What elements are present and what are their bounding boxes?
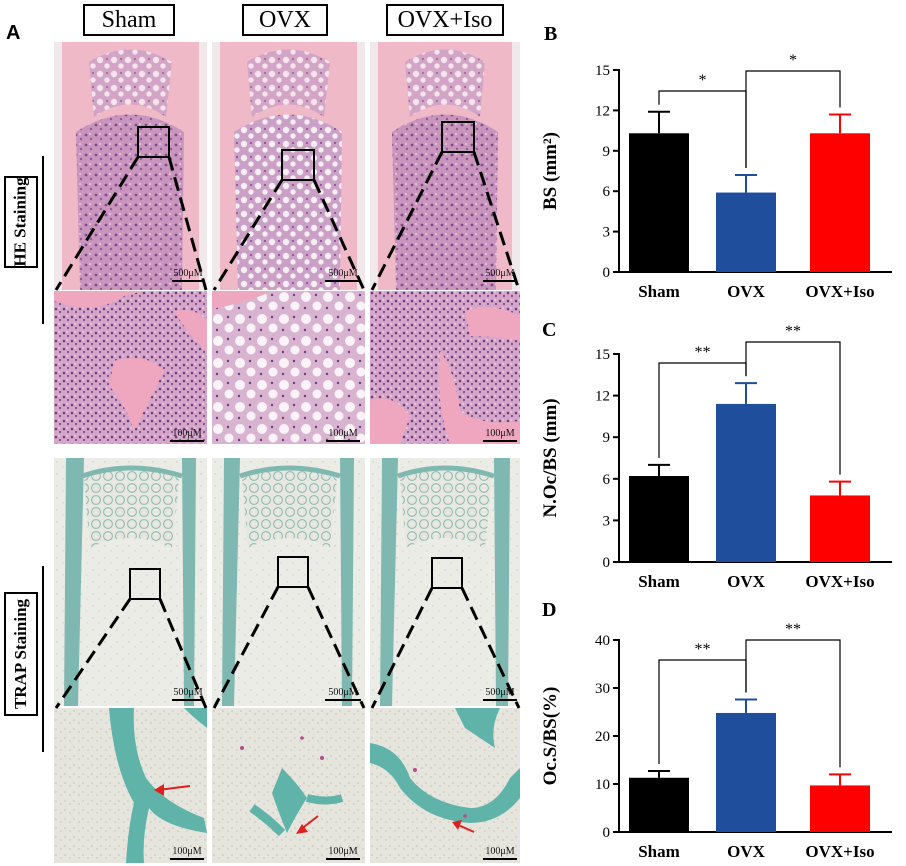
chart-b-ytick-label-5: 15: [595, 63, 610, 79]
chart-c-xlabel-2: OVX+Iso: [805, 572, 874, 591]
chart-b: B BS (mm²) 0 3 6 9 12 15 Sham OVX OVX+Iso * *: [540, 23, 892, 301]
chart-c-ytick-label-0: 0: [603, 555, 611, 571]
chart-b-xlabel-2: OVX+Iso: [805, 282, 874, 301]
chart-d-ytick-label-2: 20: [595, 729, 610, 745]
panel-d-letter: D: [542, 599, 556, 621]
he-zoom-connectors: [54, 151, 521, 291]
trap-staining-label: TRAP Staining: [4, 592, 38, 716]
panel-a-letter: A: [6, 22, 21, 44]
group-label-ovx-iso: OVX+Iso: [386, 4, 504, 36]
scale-trap-zoom-sham: 100μM: [170, 846, 204, 860]
chart-c-ytick-label-2: 6: [603, 472, 611, 488]
chart-c-xlabel-0: Sham: [638, 572, 680, 591]
scale-he-zoom-ovx-iso: 100μM: [483, 428, 517, 442]
chart-b-sig-bracket-1: [745, 70, 841, 169]
group-label-ovx: OVX: [242, 4, 328, 36]
chart-b-ytick-label-1: 3: [603, 225, 611, 241]
chart-b-bar-2: [810, 133, 870, 272]
he-row-bracket: [42, 156, 44, 324]
he-staining-label: HE Staining: [4, 176, 38, 268]
chart-c-ytick-label-4: 12: [595, 389, 610, 405]
he-overview-ovx: [212, 42, 365, 290]
scale-trap-zoom-ovx: 100μM: [326, 846, 360, 860]
chart-d-xlabel-2: OVX+Iso: [805, 842, 874, 861]
chart-c-sig-bracket-1: [745, 341, 841, 475]
chart-b-xlabel-1: OVX: [727, 282, 766, 301]
chart-c-sig-label-0: **: [695, 344, 711, 361]
chart-b-bar-1: [716, 192, 776, 272]
chart-b-sig-label-1: *: [789, 52, 797, 69]
trap-overview-ovx-iso: [370, 458, 520, 706]
panel-c-letter: C: [542, 319, 556, 341]
chart-d-sig-bracket-1: [745, 639, 841, 768]
trap-zoom-sham: [54, 708, 207, 863]
chart-c-xlabel-1: OVX: [727, 572, 766, 591]
chart-c: C N.Oc/BS (mm) 0 3 6 9 12 15 Sham OVX OVX+Iso ** **: [540, 319, 892, 591]
chart-d-ytick-label-0: 0: [603, 825, 611, 841]
chart-c-bar-1: [716, 403, 776, 562]
trap-row-bracket: [42, 566, 44, 752]
chart-c-ytick-label-5: 15: [595, 347, 610, 363]
chart-d-ylabel: Oc.S/BS(%): [540, 687, 561, 786]
trap-zoom-connectors: [54, 586, 521, 709]
scale-trap-overview-ovx-iso: 500μM: [483, 687, 517, 701]
trap-zoom-ovx: [212, 708, 365, 863]
trap-zoom-ovx-iso: [370, 708, 520, 863]
scale-trap-overview-ovx: 500μM: [325, 687, 361, 701]
group-label-sham: Sham: [83, 4, 175, 36]
chart-d-ytick-label-3: 30: [595, 681, 610, 697]
chart-c-bar-2: [810, 495, 870, 562]
chart-c-ytick-label-1: 3: [603, 513, 611, 529]
chart-b-xlabel-0: Sham: [638, 282, 680, 301]
chart-d-ytick-label-4: 40: [595, 633, 610, 649]
chart-d-ytick-label-1: 10: [595, 777, 610, 793]
chart-d-xlabel-0: Sham: [638, 842, 680, 861]
he-zoom-sham: [54, 291, 207, 444]
chart-c-bar-0: [629, 476, 689, 562]
scale-he-overview-sham: 500μM: [172, 268, 204, 282]
chart-d-bar-2: [810, 785, 870, 832]
chart-d-xlabel-1: OVX: [727, 842, 766, 861]
scale-he-overview-ovx-iso: 500μM: [483, 268, 517, 282]
chart-d-bar-1: [716, 712, 776, 832]
chart-d: D Oc.S/BS(%) 0 10 20 30 40 Sham OVX OVX+Iso ** **: [540, 599, 892, 861]
he-zoom-ovx: [212, 291, 365, 444]
he-overview-sham: [54, 42, 207, 290]
chart-b-bar-0: [629, 133, 689, 272]
scale-he-overview-ovx: 500μM: [325, 268, 361, 282]
chart-b-ylabel: BS (mm²): [540, 132, 561, 210]
chart-b-ytick-label-4: 12: [595, 103, 610, 119]
he-zoom-ovx-iso: [370, 291, 520, 444]
chart-b-ytick-label-0: 0: [603, 265, 611, 281]
scale-he-zoom-sham: 100μM: [170, 428, 204, 442]
he-overview-ovx-iso: [370, 42, 520, 290]
chart-d-sig-label-1: **: [785, 621, 801, 638]
chart-c-ytick-label-3: 9: [603, 430, 611, 446]
chart-c-sig-label-1: **: [785, 323, 801, 340]
chart-d-bar-0: [629, 777, 689, 832]
scale-trap-zoom-ovx-iso: 100μM: [483, 846, 517, 860]
chart-b-ytick-label-2: 6: [603, 184, 611, 200]
chart-d-sig-label-0: **: [695, 641, 711, 658]
chart-b-sig-label-0: *: [699, 72, 707, 89]
panel-b-letter: B: [544, 23, 557, 45]
chart-c-ylabel: N.Oc/BS (mm): [540, 398, 561, 517]
trap-overview-sham: [54, 458, 207, 706]
scale-he-zoom-ovx: 100μM: [326, 428, 360, 442]
chart-b-ytick-label-3: 9: [603, 144, 611, 160]
scale-trap-overview-sham: 500μM: [172, 687, 204, 701]
